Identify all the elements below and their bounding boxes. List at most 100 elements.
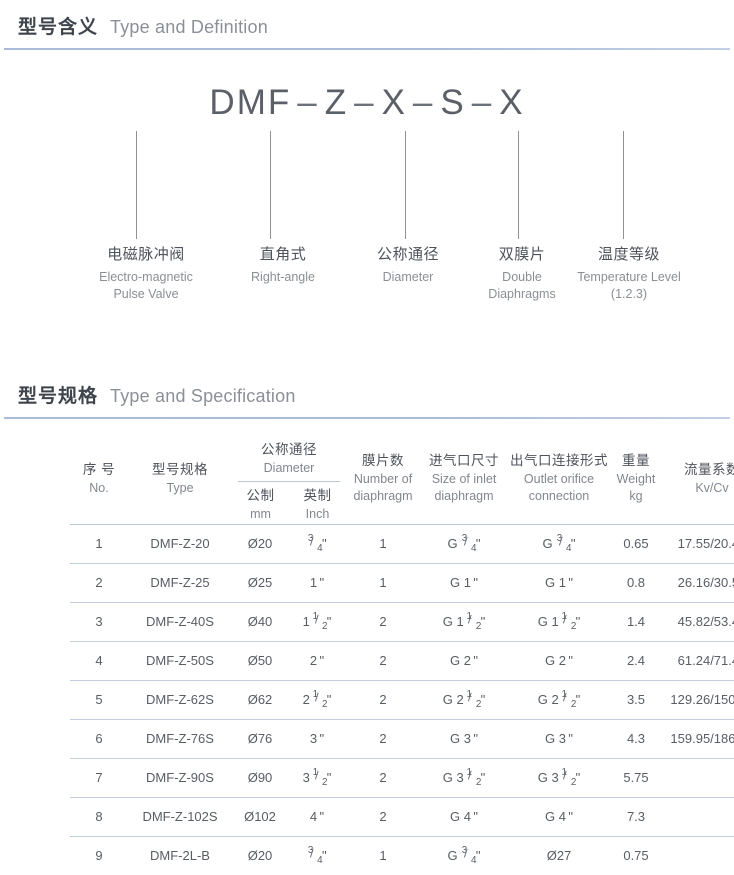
col-header-outlet: 出气口连接形式 Outlet orifice connection: [508, 441, 610, 525]
cell-type: DMF-Z-76S: [128, 719, 232, 759]
cell-inlet-size: G 3 4 ": [447, 845, 481, 866]
cell-diaphragm-count: 2: [346, 758, 420, 798]
col-header-flow-cn: 流量系数: [684, 461, 734, 477]
cell-weight: 2.4: [610, 641, 662, 681]
cell-type: DMF-Z-25: [128, 563, 232, 603]
cell-diameter-mm: Ø25: [232, 563, 288, 603]
cell-weight: 0.75: [623, 848, 649, 864]
legend-label-cn: 双膜片: [498, 246, 546, 263]
cell-diameter-mm: Ø50: [232, 641, 288, 681]
section-title-cn: 型号规格: [18, 386, 99, 407]
code-separator-3: –: [412, 83, 435, 122]
code-part-1: DMF: [209, 83, 292, 122]
legend-label-cn: 直角式: [259, 246, 307, 263]
col-header-type-cn: 型号规格: [152, 461, 208, 477]
cell-diameter-inch: 3 4 ": [307, 845, 327, 866]
legend-item-diameter: 公称通径 Diameter: [377, 243, 439, 286]
col-header-no: 序 号 No.: [70, 441, 128, 525]
cell-diaphragm-count: 1: [346, 563, 420, 603]
table-row: 9 DMF-2L-B Ø20 3 4 " 1 G 3 4 " Ø27 0.75: [70, 836, 734, 875]
cell-inlet-size: G 2 ": [420, 641, 508, 681]
code-part-5: X: [499, 83, 525, 122]
cell-no: 8: [70, 797, 128, 837]
cell-diameter-mm: Ø90: [232, 758, 288, 798]
cell-no: 1: [70, 524, 128, 564]
cell-diameter-mm: Ø20: [247, 848, 273, 864]
col-header-inlet-cn: 进气口尺寸: [429, 452, 499, 468]
cell-outlet-connection: G 3 ": [508, 719, 610, 759]
cell-no: 5: [70, 680, 128, 720]
cell-type: DMF-Z-102S: [128, 797, 232, 837]
code-part-4: S: [440, 83, 466, 122]
cell-weight: 0.65: [610, 524, 662, 564]
cell-outlet-connection: G 2 ": [508, 641, 610, 681]
section-header-definition: 型号含义 Type and Definition: [0, 12, 734, 39]
legend-label-cn: 温度等级: [597, 246, 660, 263]
code-separator-4: –: [471, 83, 494, 122]
cell-diaphragm-count: 2: [346, 719, 420, 759]
col-header-diameter-en: Diameter: [263, 460, 315, 475]
specification-table: 序 号 No. 型号规格 Type 公称通径 Diameter 公制: [70, 441, 734, 875]
cell-flow-coefficient: 61.24/71.47: [662, 641, 734, 681]
cell-outlet-connection: G 1 1 2 ": [508, 602, 610, 642]
cell-diameter-inch: 2 1 2 ": [288, 680, 346, 720]
cell-no: 4: [70, 641, 128, 681]
col-header-diaphragm-count: 膜片数 Number of diaphragm: [346, 441, 420, 525]
legend-label-en: Temperature Level (1.2.3): [577, 270, 681, 301]
code-part-2: Z: [324, 83, 349, 122]
code-separator-1: –: [297, 83, 319, 122]
legend-label-cn: 公称通径: [376, 246, 440, 263]
col-header-diameter-cn: 公称通径: [261, 442, 317, 457]
legend-label-en: Diameter: [382, 270, 434, 284]
cell-flow-coefficient: 17.55/20.48: [662, 524, 734, 564]
col-header-inlet-en: Size of inlet diaphragm: [431, 471, 497, 504]
cell-outlet-connection: G 2 1 2 ": [508, 680, 610, 720]
cell-diaphragm-count: 2: [346, 680, 420, 720]
legend-label-en: Double Diaphragms: [488, 270, 556, 301]
diameter-subcolumns: 公制 mm 英制 Inch: [232, 487, 346, 523]
section-type-and-definition: 型号含义 Type and Definition DMF – Z – X – S – X 电磁脉…: [0, 0, 734, 335]
col-header-no-en: No.: [89, 480, 109, 495]
cell-weight: 4.3: [610, 719, 662, 759]
cell-diameter-inch: 3 1 2 ": [288, 758, 346, 798]
cell-diaphragm-count: 1: [346, 524, 420, 564]
cell-weight: 1.4: [610, 602, 662, 642]
cell-no: 9: [95, 848, 103, 864]
cell-inlet-size: G 1 ": [420, 563, 508, 603]
col-header-outlet-cn: 出气口连接形式: [510, 452, 608, 468]
legend-item-double-diaphragms: 双膜片 Double Diaphragms: [488, 243, 555, 303]
cell-no: 2: [70, 563, 128, 603]
cell-flow-coefficient: [662, 758, 734, 798]
leader-line-5: [623, 131, 624, 239]
table-row: 8 DMF-Z-102S Ø102 4 " 2 G 4 " G 4 " 7.3: [70, 797, 734, 837]
section-title-en: Type and Specification: [110, 386, 296, 406]
cell-type: DMF-Z-50S: [128, 641, 232, 681]
cell-type: DMF-Z-20: [128, 524, 232, 564]
cell-inlet-size: G 2 1 2 ": [420, 680, 508, 720]
legend-item-temperature-level: 温度等级 Temperature Level (1.2.3): [577, 243, 681, 303]
cell-diameter-mm: Ø40: [232, 602, 288, 642]
cell-weight: 5.75: [610, 758, 662, 798]
cell-no: 6: [70, 719, 128, 759]
table-row: 7 DMF-Z-90S Ø90 3 1 2 " 2 G 3 1 2 " G 3 1 2 " 5.75: [70, 758, 734, 798]
diameter-group-rule: [238, 481, 340, 483]
col-header-inlet: 进气口尺寸 Size of inlet diaphragm: [420, 441, 508, 525]
cell-flow-coefficient: 159.95/186.66: [662, 719, 734, 759]
section-title-en: Type and Definition: [110, 17, 268, 37]
col-header-diaphragm-count-cn: 膜片数: [362, 452, 404, 468]
col-header-type-en: Type: [166, 480, 194, 495]
cell-diameter-mm: Ø102: [232, 797, 288, 837]
cell-inlet-size: G 3 4 ": [420, 524, 508, 564]
legend-item-right-angle: 直角式 Right-angle: [251, 243, 315, 286]
leader-line-2: [270, 131, 271, 239]
col-header-mm-en: mm: [250, 507, 271, 522]
col-header-outlet-en: Outlet orifice connection: [523, 471, 595, 504]
code-separator-2: –: [354, 83, 376, 122]
col-header-type: 型号规格 Type: [128, 441, 232, 525]
col-header-no-cn: 序 号: [82, 461, 116, 477]
legend-label-en: Electro-magnetic Pulse Valve: [99, 270, 193, 301]
cell-inlet-size: G 3 ": [420, 719, 508, 759]
